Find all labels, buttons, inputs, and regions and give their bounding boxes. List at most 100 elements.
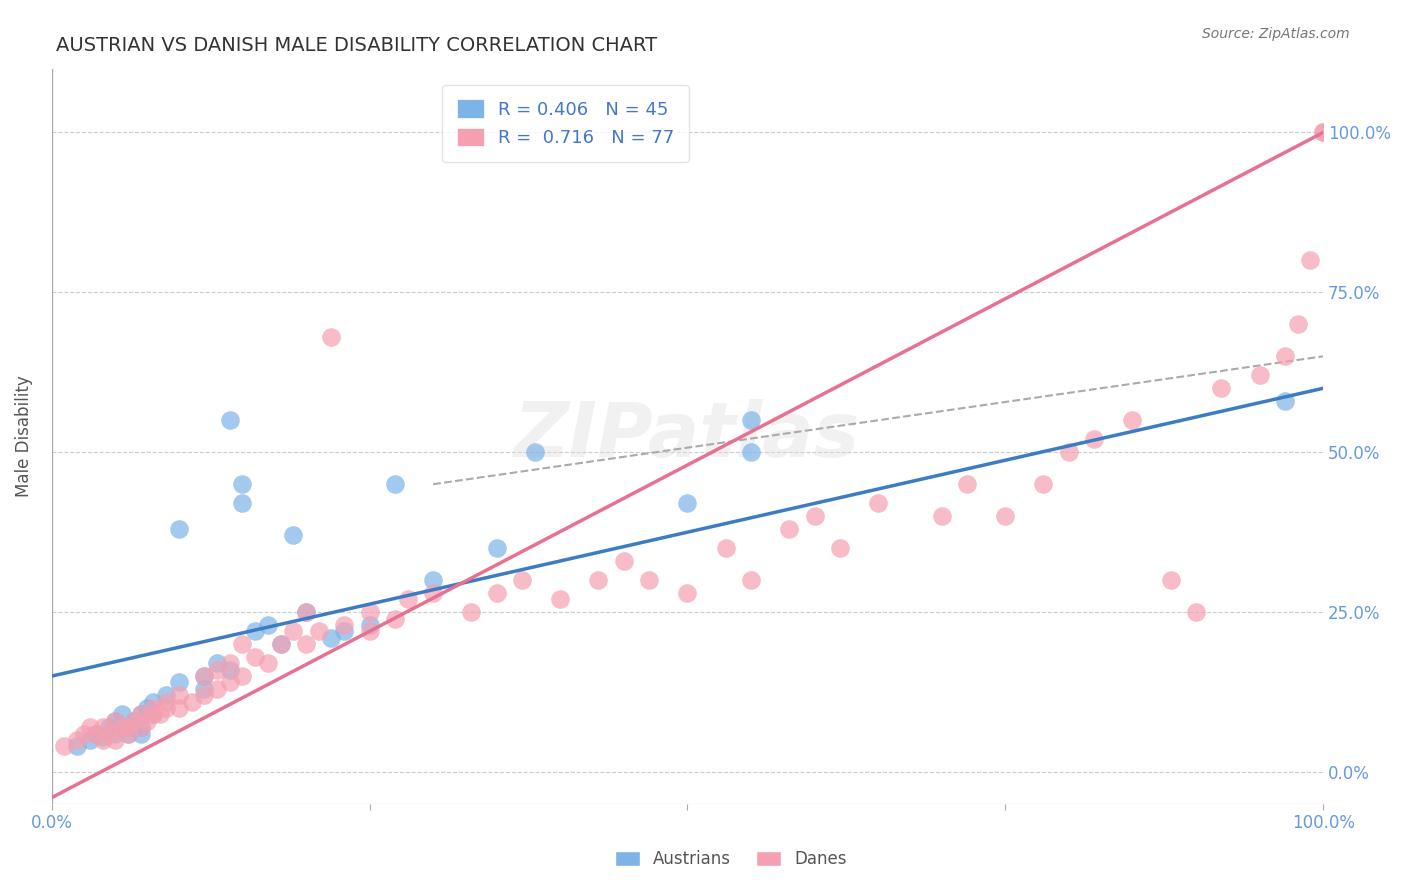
Point — [333, 618, 356, 632]
Point — [155, 701, 177, 715]
Point — [485, 586, 508, 600]
Point — [1083, 433, 1105, 447]
Point — [740, 445, 762, 459]
Point — [111, 707, 134, 722]
Point — [714, 541, 737, 556]
Point — [931, 509, 953, 524]
Point — [270, 637, 292, 651]
Point — [97, 720, 120, 734]
Point — [1121, 413, 1143, 427]
Point — [321, 330, 343, 344]
Point — [142, 701, 165, 715]
Point — [295, 637, 318, 651]
Point — [460, 605, 482, 619]
Point — [142, 707, 165, 722]
Point — [1299, 253, 1322, 268]
Point — [257, 657, 280, 671]
Point — [243, 624, 266, 639]
Point — [79, 720, 101, 734]
Point — [155, 695, 177, 709]
Point — [193, 669, 215, 683]
Point — [231, 496, 253, 510]
Point — [243, 649, 266, 664]
Point — [205, 681, 228, 696]
Point — [167, 688, 190, 702]
Point — [84, 726, 107, 740]
Text: AUSTRIAN VS DANISH MALE DISABILITY CORRELATION CHART: AUSTRIAN VS DANISH MALE DISABILITY CORRE… — [56, 36, 658, 54]
Point — [155, 688, 177, 702]
Point — [142, 695, 165, 709]
Point — [136, 701, 159, 715]
Point — [66, 739, 89, 754]
Point — [167, 522, 190, 536]
Point — [193, 681, 215, 696]
Point — [104, 726, 127, 740]
Point — [638, 573, 661, 587]
Point — [295, 605, 318, 619]
Point — [1312, 126, 1334, 140]
Point — [124, 720, 146, 734]
Point — [1274, 349, 1296, 363]
Point — [740, 413, 762, 427]
Point — [111, 720, 134, 734]
Point — [510, 573, 533, 587]
Point — [588, 573, 610, 587]
Point — [308, 624, 330, 639]
Point — [1032, 477, 1054, 491]
Point — [180, 695, 202, 709]
Point — [205, 663, 228, 677]
Point — [550, 592, 572, 607]
Point — [218, 657, 240, 671]
Point — [167, 675, 190, 690]
Point — [1286, 318, 1309, 332]
Point — [167, 701, 190, 715]
Point — [124, 714, 146, 728]
Point — [778, 522, 800, 536]
Point — [1312, 126, 1334, 140]
Point — [422, 573, 444, 587]
Legend: Austrians, Danes: Austrians, Danes — [609, 844, 853, 875]
Point — [53, 739, 76, 754]
Point — [142, 707, 165, 722]
Point — [104, 733, 127, 747]
Point — [231, 669, 253, 683]
Point — [129, 707, 152, 722]
Point — [231, 477, 253, 491]
Point — [1160, 573, 1182, 587]
Point — [129, 707, 152, 722]
Point — [868, 496, 890, 510]
Point — [359, 618, 381, 632]
Legend: R = 0.406   N = 45, R =  0.716   N = 77: R = 0.406 N = 45, R = 0.716 N = 77 — [443, 85, 689, 161]
Point — [803, 509, 825, 524]
Point — [104, 714, 127, 728]
Point — [333, 624, 356, 639]
Point — [79, 733, 101, 747]
Point — [384, 611, 406, 625]
Point — [193, 669, 215, 683]
Point — [91, 720, 114, 734]
Point — [384, 477, 406, 491]
Point — [1057, 445, 1080, 459]
Text: ZIPatlas: ZIPatlas — [515, 400, 860, 474]
Point — [321, 631, 343, 645]
Point — [1185, 605, 1208, 619]
Point — [129, 720, 152, 734]
Point — [111, 720, 134, 734]
Point — [129, 720, 152, 734]
Point — [994, 509, 1017, 524]
Point — [613, 554, 636, 568]
Point — [205, 657, 228, 671]
Point — [193, 688, 215, 702]
Point — [956, 477, 979, 491]
Point — [124, 714, 146, 728]
Point — [117, 726, 139, 740]
Point — [359, 624, 381, 639]
Point — [828, 541, 851, 556]
Point — [257, 618, 280, 632]
Point — [91, 730, 114, 744]
Point — [117, 726, 139, 740]
Point — [231, 637, 253, 651]
Point — [84, 726, 107, 740]
Point — [129, 726, 152, 740]
Point — [523, 445, 546, 459]
